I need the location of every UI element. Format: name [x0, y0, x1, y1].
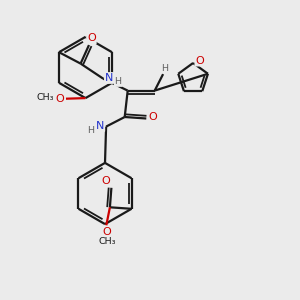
- Text: O: O: [55, 94, 64, 104]
- Text: N: N: [105, 73, 113, 83]
- Text: N: N: [96, 121, 104, 131]
- Text: O: O: [87, 33, 96, 43]
- Text: CH₃: CH₃: [36, 93, 54, 102]
- Text: O: O: [148, 112, 157, 122]
- Text: H: H: [88, 126, 94, 135]
- Text: O: O: [103, 227, 111, 237]
- Text: CH₃: CH₃: [98, 237, 116, 246]
- Text: O: O: [195, 56, 204, 66]
- Text: H: H: [161, 64, 168, 73]
- Text: H: H: [115, 77, 122, 86]
- Text: O: O: [101, 176, 110, 186]
